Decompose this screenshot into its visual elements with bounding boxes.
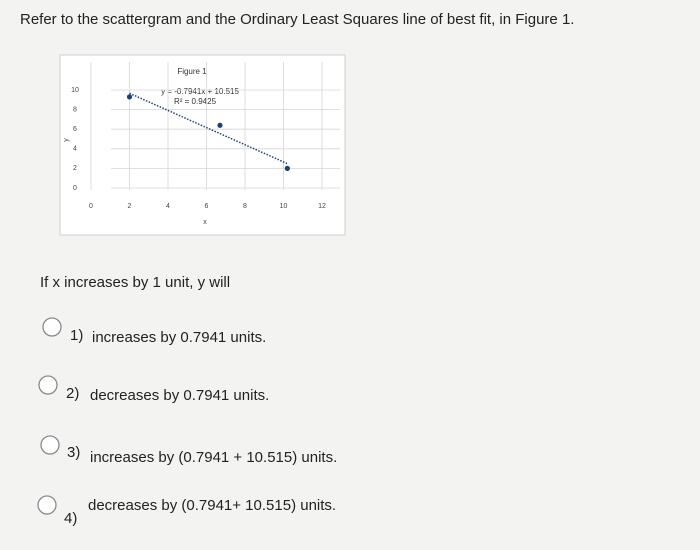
x-tick-label: 8 bbox=[243, 203, 247, 210]
option-text[interactable]: increases by (0.7941 + 10.515) units. bbox=[90, 449, 337, 466]
data-point bbox=[126, 94, 133, 100]
option-text[interactable]: increases by 0.7941 units. bbox=[92, 329, 266, 346]
option-text[interactable]: decreases by (0.7941+ 10.515) units. bbox=[88, 497, 336, 514]
x-tick-label: 10 bbox=[280, 203, 288, 210]
chart: Figure 1 y = -0.7941x + 10.515 R² = 0.94… bbox=[63, 62, 340, 226]
figure-frame bbox=[59, 54, 346, 236]
r-squared: R² = 0.9425 bbox=[174, 97, 217, 106]
y-tick-label: 0 bbox=[73, 185, 77, 192]
y-tick-label: 2 bbox=[73, 165, 77, 172]
prompt: If x increases by 1 unit, y will bbox=[40, 274, 230, 291]
y-tick-label: 8 bbox=[73, 106, 77, 113]
x-tick-label: 6 bbox=[205, 203, 209, 210]
option-number: 4) bbox=[64, 510, 77, 527]
x-tick-label: 12 bbox=[318, 203, 326, 210]
option-text[interactable]: decreases by 0.7941 units. bbox=[90, 387, 269, 404]
radio-button[interactable] bbox=[37, 495, 57, 515]
data-point bbox=[284, 165, 290, 171]
radio-button[interactable] bbox=[42, 317, 62, 337]
y-tick-label: 6 bbox=[73, 126, 77, 133]
question: Refer to the scattergram and the Ordinar… bbox=[20, 11, 574, 28]
trend-line bbox=[129, 92, 288, 165]
option-number: 3) bbox=[67, 444, 80, 461]
x-tick-label: 2 bbox=[128, 203, 132, 210]
chart-title: Figure 1 bbox=[177, 67, 207, 76]
y-tick-label: 4 bbox=[73, 146, 77, 153]
y-axis-label: y bbox=[63, 138, 70, 142]
radio-button[interactable] bbox=[40, 435, 60, 455]
y-tick-label: 10 bbox=[71, 87, 79, 94]
x-axis-label: x bbox=[203, 219, 207, 226]
radio-button[interactable] bbox=[38, 375, 58, 395]
option-number: 2) bbox=[66, 385, 79, 402]
x-tick-label: 0 bbox=[89, 203, 93, 210]
option-number: 1) bbox=[70, 327, 83, 344]
data-point bbox=[217, 122, 223, 128]
x-tick-label: 4 bbox=[166, 203, 170, 210]
equation: y = -0.7941x + 10.515 bbox=[161, 87, 239, 96]
